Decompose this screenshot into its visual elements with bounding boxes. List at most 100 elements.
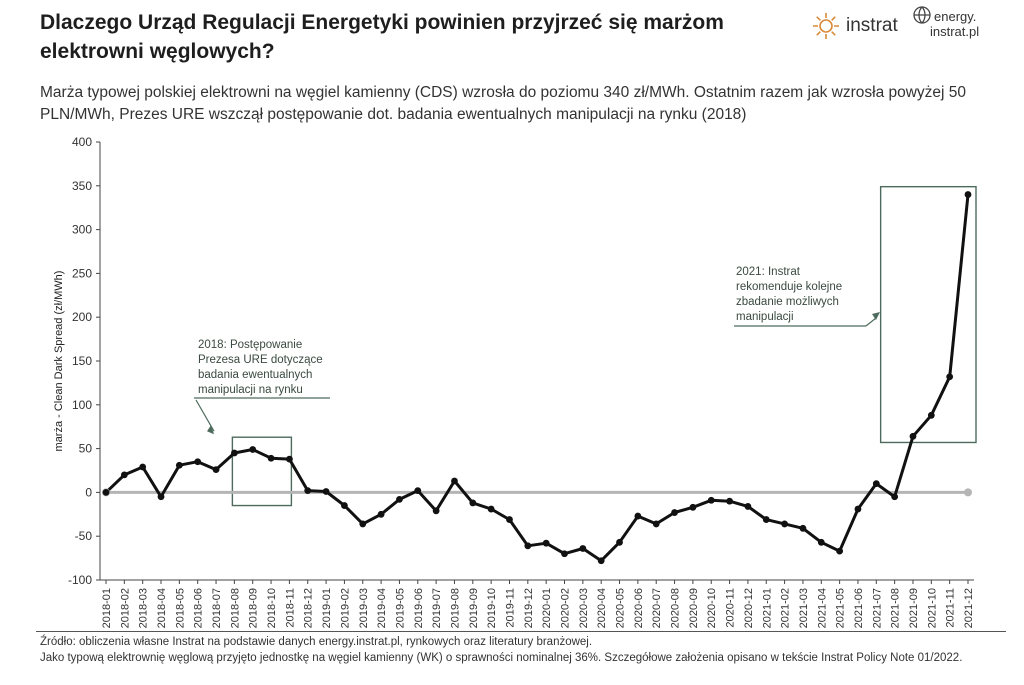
footer: Źródło: obliczenia własne Instrat na pod… xyxy=(40,634,1000,666)
x-tick-labels: 2018-01 2018-02 2018-03 2018-04 2018-05 2018-… xyxy=(101,580,975,628)
data-point xyxy=(817,538,825,546)
energy-logo-line1: energy. xyxy=(934,9,977,24)
x-tick-label: 2020-11 xyxy=(725,588,737,628)
x-tick-label: 2019-12 xyxy=(523,588,535,628)
x-tick-label: 2019-01 xyxy=(321,588,333,628)
y-tick-label: 300 xyxy=(72,223,92,237)
data-point xyxy=(359,520,367,528)
arrowhead-icon xyxy=(872,312,880,320)
y-tick-label: 350 xyxy=(72,179,92,193)
x-tick-label: 2020-12 xyxy=(743,588,755,628)
x-tick-label: 2018-08 xyxy=(229,588,241,628)
footer-source: Źródło: obliczenia własne Instrat na pod… xyxy=(40,636,593,648)
x-tick-label: 2018-11 xyxy=(284,588,296,628)
data-point xyxy=(102,489,110,496)
annotation-text-2021: 2021: Instrat xyxy=(736,266,801,278)
x-tick-label: 2021-04 xyxy=(816,588,828,628)
data-point xyxy=(799,524,807,532)
data-point xyxy=(396,496,403,503)
x-tick-label: 2020-03 xyxy=(578,588,590,628)
data-point xyxy=(487,505,495,513)
x-tick-label: 2020-04 xyxy=(596,588,608,628)
y-tick-label: 0 xyxy=(85,485,92,499)
data-point xyxy=(927,411,935,419)
data-point xyxy=(286,455,293,463)
data-point xyxy=(762,516,770,523)
x-tick-label: 2019-02 xyxy=(339,588,351,628)
y-tick-label: -100 xyxy=(68,573,92,587)
y-axis-label: marża - Clean Dark Spread (zł/MWh) xyxy=(53,271,65,452)
x-tick-label: 2020-05 xyxy=(615,588,627,628)
annotation-text-2021: manipulacji xyxy=(736,311,794,323)
annotation-text-2018: Prezesa URE dotyczące xyxy=(198,354,323,366)
x-tick-label: 2020-07 xyxy=(651,588,663,628)
x-tick-label: 2019-07 xyxy=(431,588,443,628)
data-point xyxy=(781,520,788,528)
data-point xyxy=(872,480,880,488)
data-point xyxy=(891,493,899,501)
x-tick-label: 2019-11 xyxy=(504,588,516,628)
annotation-layer: 2018: Postępowanie Prezesa URE dotyczące b… xyxy=(194,185,977,507)
y-tick-labels: -100 -50 0 50 100 150 200 250 300 350 400 xyxy=(68,135,100,587)
data-point xyxy=(634,512,642,520)
x-tick-label: 2018-12 xyxy=(303,588,315,628)
data-point xyxy=(561,550,568,558)
data-point xyxy=(652,520,660,528)
data-point xyxy=(469,499,477,507)
x-tick-label: 2018-05 xyxy=(174,588,186,628)
chart-title: Dlaczego Urząd Regulacji Energetyki powi… xyxy=(40,11,724,63)
footer-note: Jako typową elektrownię węglową przyjęto… xyxy=(40,652,963,664)
data-point xyxy=(175,461,183,469)
x-tick-label: 2021-02 xyxy=(780,588,792,628)
data-point xyxy=(230,449,238,457)
x-tick-label: 2020-10 xyxy=(706,588,718,628)
x-tick-label: 2018-07 xyxy=(211,588,223,628)
x-tick-label: 2019-04 xyxy=(376,588,388,628)
energy-instrat-logo: energy. instrat.pl xyxy=(912,5,1012,45)
energy-logo-line2: instrat.pl xyxy=(930,24,980,39)
y-tick-label: 400 xyxy=(72,135,92,149)
x-tick-label: 2021-08 xyxy=(890,588,902,628)
x-tick-label: 2020-06 xyxy=(633,588,645,628)
x-tick-label: 2019-03 xyxy=(358,588,370,628)
data-point xyxy=(909,432,917,440)
data-point xyxy=(139,463,147,471)
data-point xyxy=(157,493,165,501)
x-tick-label: 2018-04 xyxy=(156,588,168,628)
data-point xyxy=(542,539,550,547)
data-point xyxy=(597,557,605,565)
annotation-box-2021 xyxy=(879,185,977,444)
data-point xyxy=(341,502,348,509)
zero-line-end-dot xyxy=(964,488,972,497)
footer-divider xyxy=(36,631,1006,632)
data-point xyxy=(194,458,202,466)
y-tick-label: 200 xyxy=(72,310,92,324)
annotation-text-2021: zbadanie możliwych xyxy=(736,296,839,308)
x-tick-label: 2021-06 xyxy=(853,588,865,628)
data-point xyxy=(377,510,385,518)
data-point xyxy=(671,509,678,516)
data-point xyxy=(432,507,440,515)
sun-icon xyxy=(813,13,839,39)
x-tick-label: 2019-06 xyxy=(413,588,425,628)
data-point xyxy=(212,466,220,474)
annotation-text-2021: rekomenduje kolejne xyxy=(736,281,842,293)
x-tick-label: 2020-01 xyxy=(541,588,553,628)
data-point xyxy=(946,373,954,381)
x-tick-label: 2018-03 xyxy=(138,588,150,628)
x-tick-label: 2019-10 xyxy=(486,588,498,628)
annotation-arrow-2021 xyxy=(865,317,877,327)
annotation-box-2018 xyxy=(231,436,293,507)
x-tick-label: 2019-05 xyxy=(394,588,406,628)
y-tick-label: 100 xyxy=(72,398,92,412)
chart-subtitle: Marża typowej polskiej elektrowni na węg… xyxy=(40,84,967,123)
data-point xyxy=(616,538,623,546)
x-tick-label: 2018-10 xyxy=(266,588,278,628)
data-point xyxy=(707,496,715,504)
data-point xyxy=(689,503,697,511)
arrowhead-icon xyxy=(207,425,214,435)
instrat-logo-text: instrat xyxy=(846,15,898,36)
x-tick-label: 2021-01 xyxy=(761,588,773,628)
x-tick-label: 2018-09 xyxy=(248,588,260,628)
x-tick-label: 2020-08 xyxy=(670,588,682,628)
